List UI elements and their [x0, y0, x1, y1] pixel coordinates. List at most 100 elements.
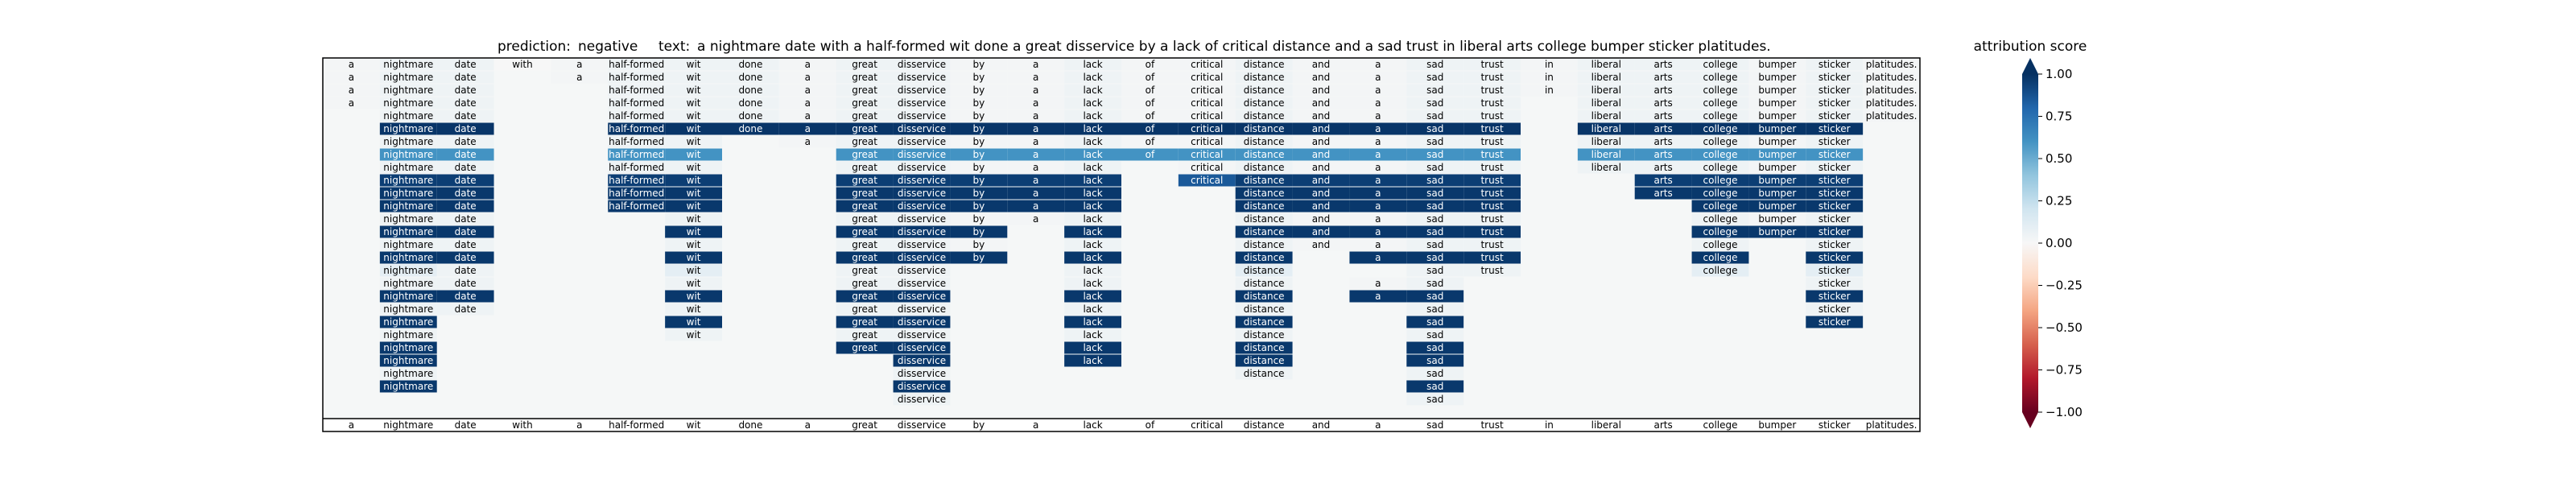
token-axis-label: liberal [1591, 419, 1621, 431]
heatmap-cell [836, 97, 894, 109]
heatmap-cell [436, 174, 494, 187]
heatmap-cell [608, 174, 666, 187]
heatmap-cell [1863, 84, 1920, 97]
header-title: prediction: negative text: a nightmare d… [497, 39, 1771, 55]
heatmap-cell-label: disservice [898, 368, 946, 379]
heatmap-cell-label: half-formed [609, 162, 664, 173]
heatmap-cell-label: in [1545, 72, 1554, 83]
heatmap-cell-label: lack [1083, 162, 1102, 173]
heatmap-cell [1406, 367, 1464, 380]
heatmap-cell [1634, 161, 1692, 174]
heatmap-cell [1064, 58, 1121, 71]
heatmap-cell [1064, 213, 1121, 225]
heatmap-cell-label: trust [1480, 123, 1503, 134]
heatmap-frame [322, 57, 1921, 432]
heatmap-cell [1691, 161, 1749, 174]
heatmap-cell [436, 213, 494, 225]
heatmap-cell-label: bumper [1758, 97, 1796, 109]
heatmap-cell [1748, 213, 1806, 225]
heatmap-cell-label: liberal [1591, 110, 1621, 122]
heatmap-cell-label: arts [1654, 188, 1673, 199]
heatmap-cell [379, 341, 437, 354]
heatmap-cell [1577, 71, 1635, 84]
heatmap-cell-label: date [455, 72, 477, 83]
heatmap-cell-label: nightmare [383, 252, 433, 263]
heatmap-cell [1748, 225, 1806, 238]
heatmap-cell [1406, 135, 1464, 148]
heatmap-cell [1748, 174, 1806, 187]
heatmap-cell [1349, 290, 1407, 303]
heatmap-cell-label: trust [1480, 239, 1503, 250]
heatmap-cell [893, 225, 951, 238]
heatmap-cell-label: distance [1244, 329, 1285, 341]
heatmap-cell [1406, 161, 1464, 174]
heatmap-cell [893, 148, 951, 161]
heatmap-cell [1406, 277, 1464, 290]
heatmap-cell-label: of [1146, 59, 1155, 70]
heatmap-cell [950, 174, 1008, 187]
heatmap-cell-label: and [1312, 175, 1331, 186]
heatmap-cell-label: sticker [1818, 110, 1851, 122]
heatmap-cell [1007, 200, 1065, 213]
heatmap-cell [1748, 58, 1806, 71]
heatmap-cell [722, 84, 779, 97]
heatmap-cell-label: by [972, 149, 985, 160]
heatmap-cell-label: liberal [1591, 97, 1621, 109]
heatmap-cell [379, 187, 437, 200]
heatmap-cell-label: great [852, 342, 877, 353]
heatmap-cell-label: trust [1480, 97, 1503, 109]
heatmap-cell-label: college [1703, 85, 1738, 96]
heatmap-cell-label: a [1375, 136, 1381, 147]
heatmap-cell-label: great [852, 213, 877, 225]
heatmap-cell [836, 161, 894, 174]
heatmap-cell-label: sad [1426, 342, 1443, 353]
colorbar-tick-label: 0.25 [2046, 194, 2072, 208]
heatmap-cell [1292, 148, 1350, 161]
heatmap-cell-label: college [1703, 265, 1738, 276]
heatmap-cell [893, 122, 951, 135]
heatmap-cell [722, 58, 779, 71]
heatmap-cell-label: a [1375, 97, 1381, 109]
token-axis-row: a nightmare date with a half-formed wit done a gr… [349, 419, 1918, 431]
heatmap-cell-label: bumper [1758, 213, 1796, 225]
heatmap-cell-label: date [455, 97, 477, 109]
heatmap-cell [1349, 161, 1407, 174]
heatmap-cell [1064, 84, 1121, 97]
heatmap-cell-label: half-formed [609, 188, 664, 199]
heatmap-cell [893, 290, 951, 303]
heatmap-cell-label: college [1703, 252, 1738, 263]
heatmap-cell [950, 251, 1008, 264]
heatmap-cell [836, 71, 894, 84]
heatmap-cell-label: by [972, 200, 985, 212]
heatmap-cell [665, 135, 722, 148]
heatmap-cell [1064, 225, 1121, 238]
heatmap-cell-label: by [972, 175, 985, 186]
heatmap-cell [1406, 122, 1464, 135]
heatmap-cell-label: college [1703, 239, 1738, 250]
heatmap-cell-label: by [972, 97, 985, 109]
heatmap-cell-label: nightmare [383, 342, 433, 353]
heatmap-cell [665, 187, 722, 200]
heatmap-cell-label: date [455, 252, 477, 263]
heatmap-cell [1806, 148, 1864, 161]
heatmap-cell-label: sticker [1818, 72, 1851, 83]
heatmap-cell-label: nightmare [383, 278, 433, 289]
colorbar-tick-label: 0.50 [2046, 151, 2072, 166]
text-value: a nightmare date with a half-formed wit … [697, 39, 1771, 55]
heatmap-cell [1064, 238, 1121, 251]
heatmap-cell-label: sticker [1818, 316, 1851, 328]
heatmap-cell [436, 148, 494, 161]
heatmap-cell-label: distance [1244, 213, 1285, 225]
heatmap-cell [836, 303, 894, 316]
heatmap-cell-label: arts [1654, 85, 1673, 96]
heatmap-cell-label: great [852, 265, 877, 276]
token-axis-label: bumper [1758, 419, 1796, 431]
token-axis-label: wit [687, 419, 701, 431]
heatmap-cell [893, 109, 951, 122]
heatmap-cell-label: sad [1426, 355, 1443, 366]
heatmap-cell [1748, 148, 1806, 161]
heatmap-cell-label: date [455, 162, 477, 173]
heatmap-cell-label: nightmare [383, 303, 433, 315]
heatmap-cell [1463, 213, 1521, 225]
heatmap-cell [1349, 200, 1407, 213]
